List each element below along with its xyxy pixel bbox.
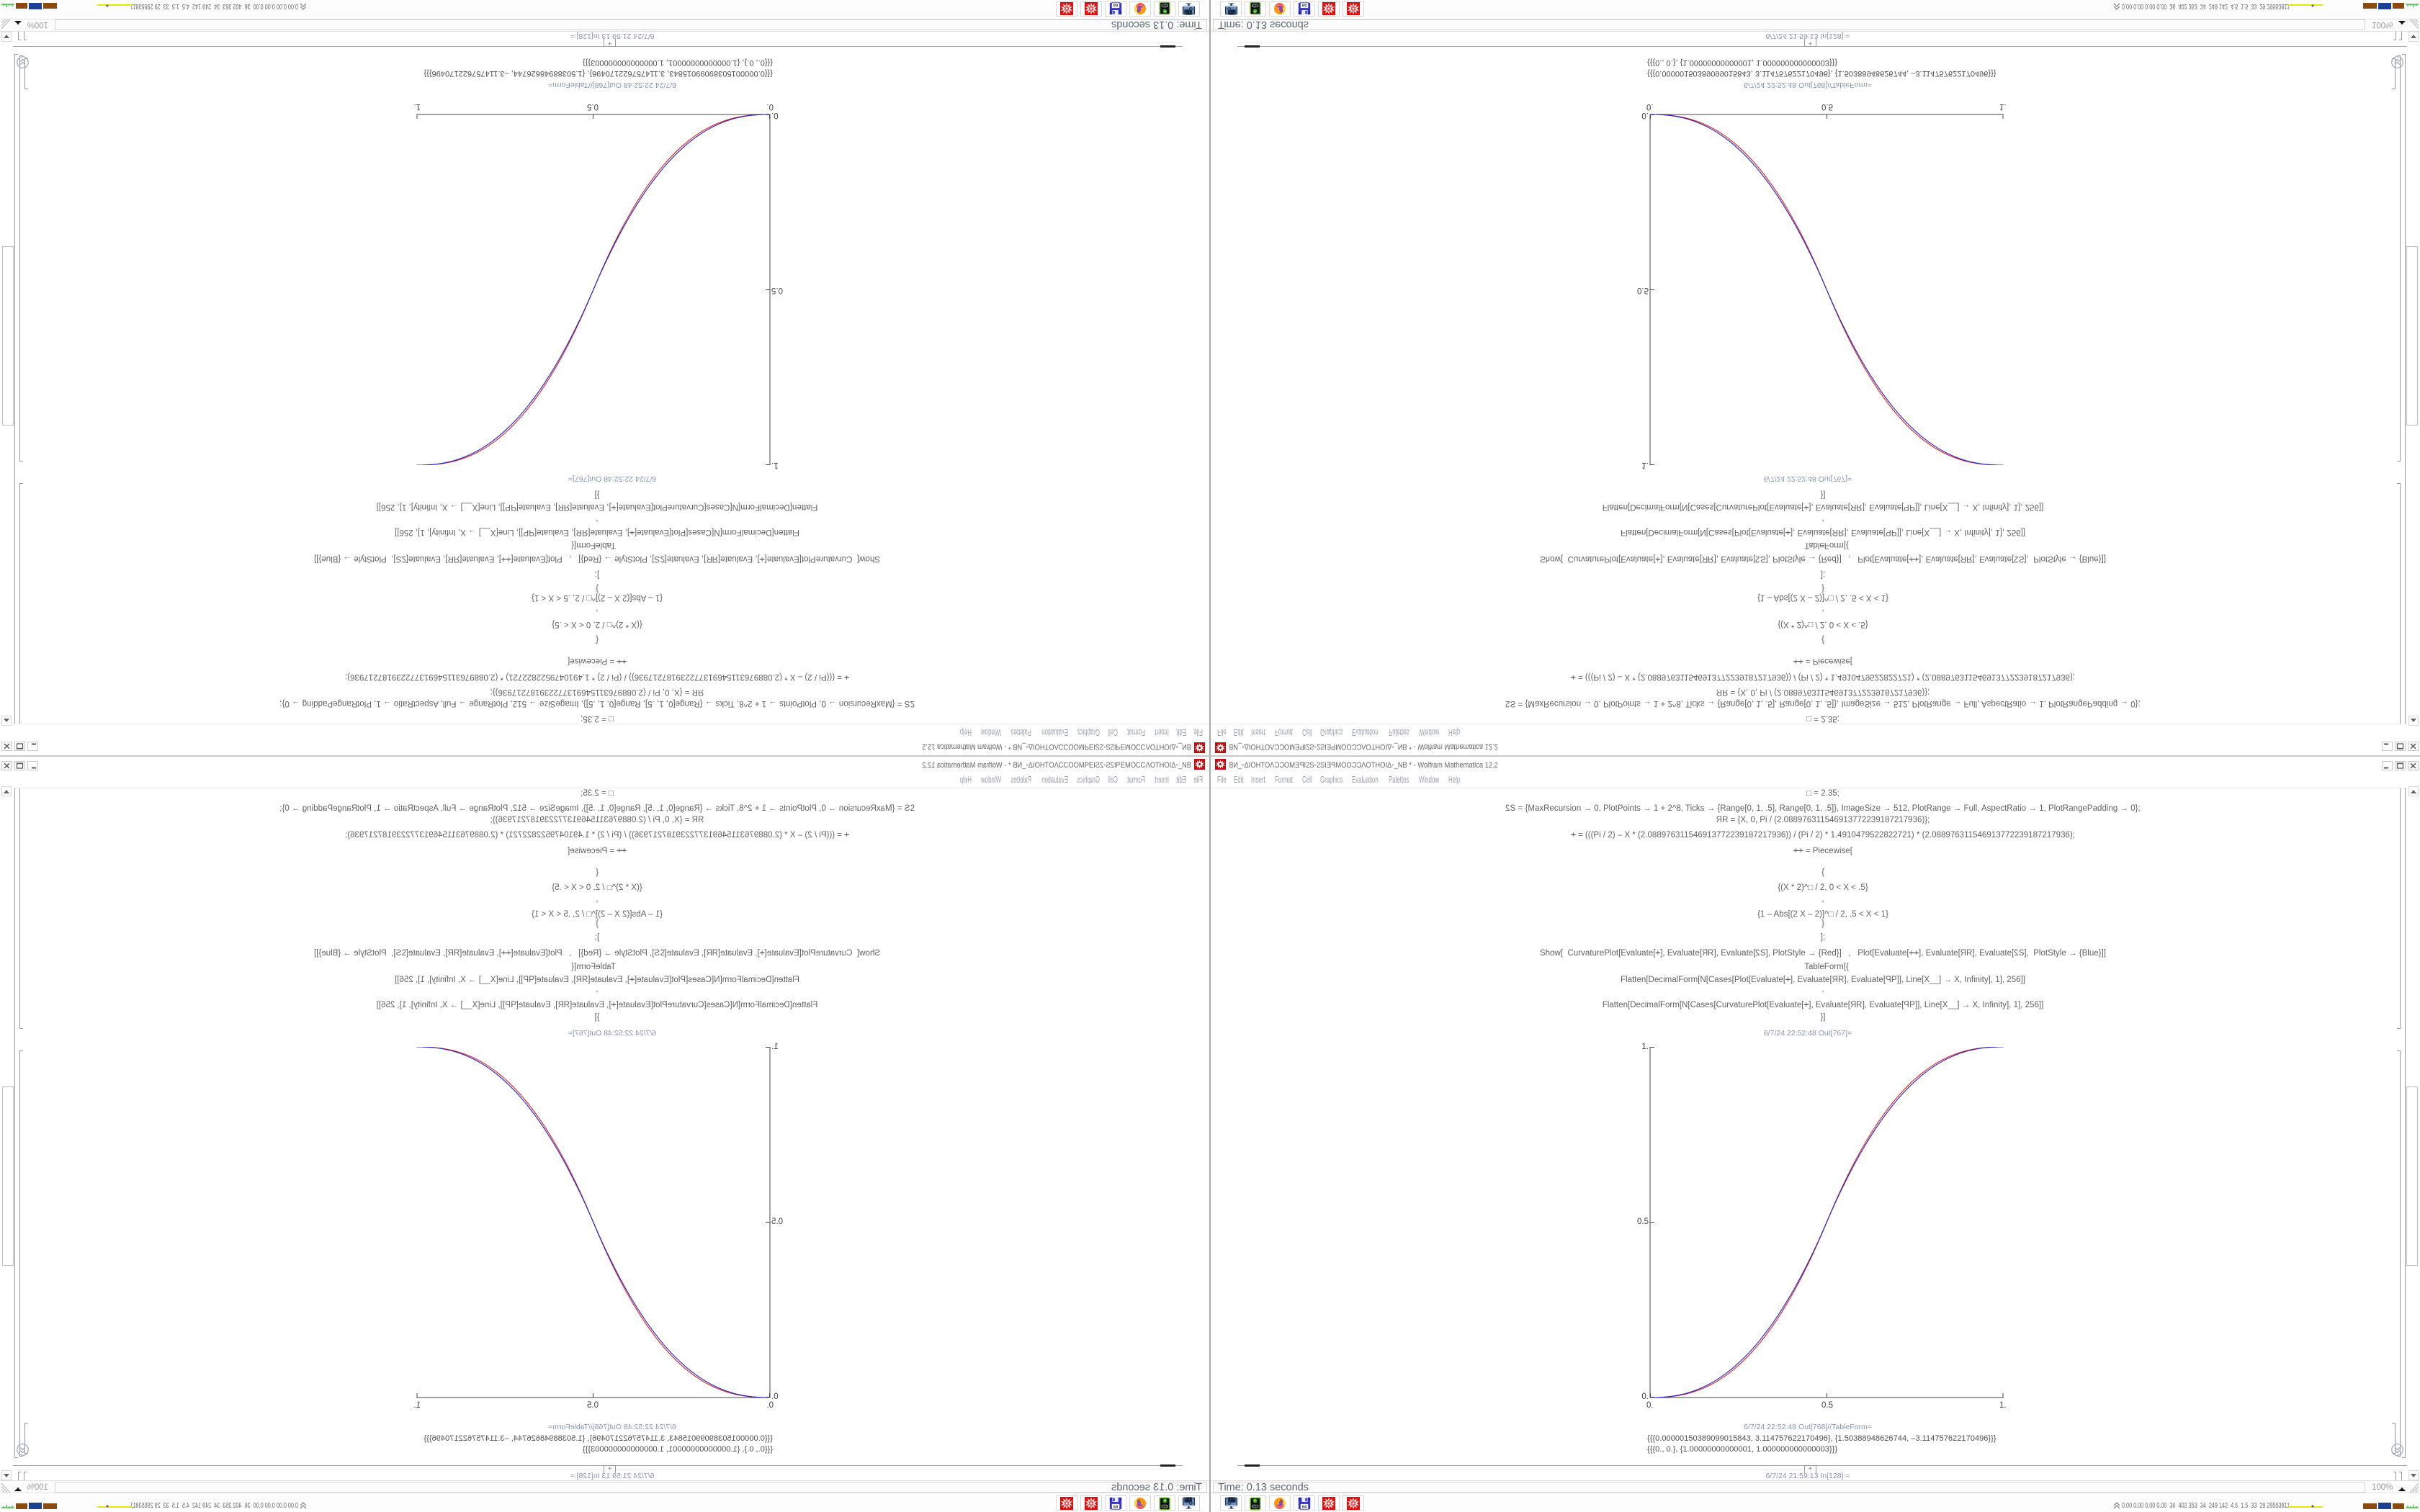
svg-text:64: 64 [1302,1505,1307,1509]
svg-text:64: 64 [1113,3,1118,7]
svg-text:64: 64 [1113,1505,1118,1509]
svg-text:64: 64 [1302,3,1307,7]
